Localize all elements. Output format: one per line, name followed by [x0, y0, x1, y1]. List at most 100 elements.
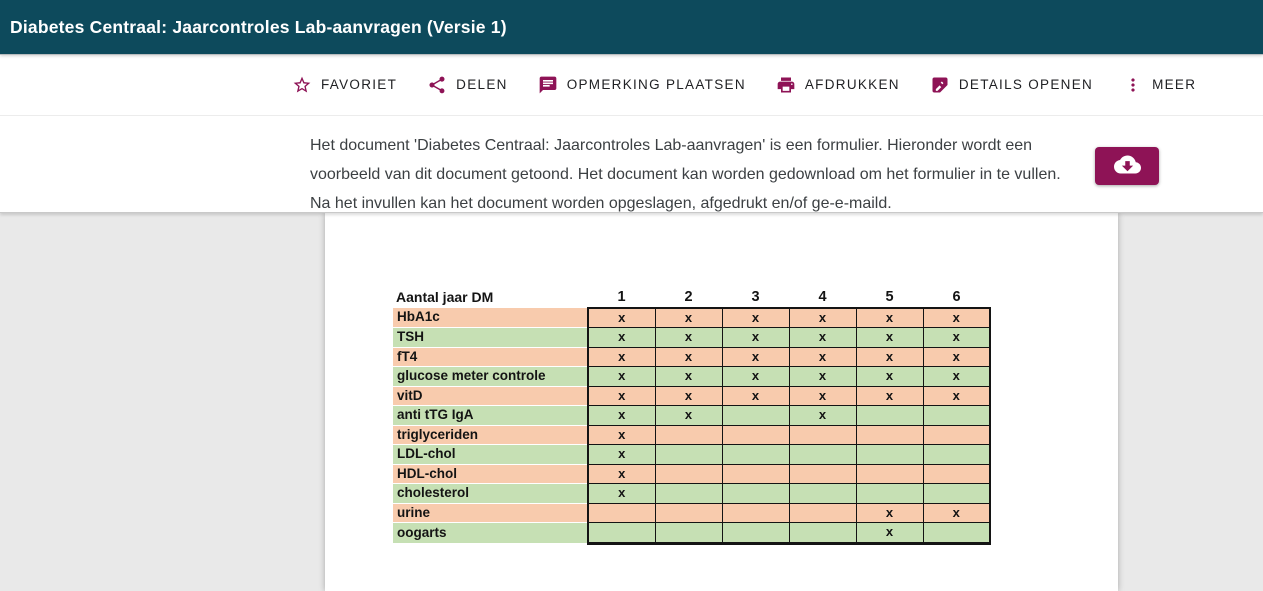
table-cell: x: [721, 306, 790, 328]
printer-icon: [776, 75, 796, 95]
table-cell: [788, 522, 857, 545]
table-cell: x: [654, 405, 723, 426]
table-cell: x: [855, 346, 924, 367]
toolbar-button-details-openen[interactable]: DETAILS OPENEN: [930, 75, 1093, 95]
table-cell: x: [721, 385, 790, 406]
table-cell: x: [587, 405, 656, 426]
toolbar-button-favoriet[interactable]: FAVORIET: [292, 75, 397, 95]
description-line: Het document 'Diabetes Centraal: Jaarcon…: [310, 137, 1033, 154]
toolbar-button-opmerking-plaatsen[interactable]: OPMERKING PLAATSEN: [538, 75, 746, 95]
toolbar-button-label: AFDRUKKEN: [804, 77, 900, 92]
toolbar-button-meer[interactable]: MEER: [1123, 75, 1196, 95]
table-cell: [654, 522, 723, 545]
table-row-label: triglyceriden: [393, 424, 588, 445]
share-icon: [427, 75, 447, 95]
table-cell: x: [654, 385, 723, 406]
table-row: triglyceriden x: [393, 424, 991, 445]
page-title: Diabetes Centraal: Jaarcontroles Lab-aan…: [10, 16, 507, 37]
table-cell: x: [855, 306, 924, 328]
toolbar-button-label: DETAILS OPENEN: [958, 77, 1094, 92]
table-row: urine x x: [393, 502, 991, 523]
table-row: oogarts x: [393, 522, 991, 545]
table-cell: x: [922, 327, 991, 348]
table-row-label: HbA1c: [393, 307, 588, 328]
toolbar-button-afdrukken[interactable]: AFDRUKKEN: [776, 75, 900, 95]
table-cell: [721, 463, 790, 484]
table-cell: x: [855, 366, 924, 387]
table-row: LDL-chol x: [393, 444, 991, 465]
star-icon: [292, 75, 312, 95]
table-row-label: HDL-chol: [393, 463, 588, 484]
toolbar-button-label: OPMERKING PLAATSEN: [566, 77, 746, 92]
table-cell: [654, 463, 723, 484]
year-column-header: 1: [617, 289, 626, 305]
table-cell: x: [788, 405, 857, 426]
table-cell: [922, 444, 991, 465]
table-cell: [855, 463, 924, 484]
table-cell: [587, 502, 656, 523]
table-cell: x: [788, 346, 857, 367]
more-vert-icon: [1123, 75, 1143, 95]
table-cell: [922, 483, 991, 504]
document-description: Het document 'Diabetes Centraal: Jaarcon…: [310, 132, 1080, 218]
title-bar: Diabetes Centraal: Jaarcontroles Lab-aan…: [0, 0, 1263, 54]
table-cell: [922, 424, 991, 445]
table-cell: [721, 483, 790, 504]
table-row-label: fT4: [393, 346, 588, 367]
year-column-header: 4: [818, 289, 827, 305]
table-cell: [721, 424, 790, 445]
table-cell: x: [788, 327, 857, 348]
table-cell: x: [721, 346, 790, 367]
table-cell: x: [587, 463, 656, 484]
table-header-label: Aantal jaar DM: [396, 289, 494, 306]
toolbar-button-label: MEER: [1152, 77, 1197, 92]
table-cell: [721, 502, 790, 523]
table-cell: x: [587, 444, 656, 465]
table-cell: x: [587, 306, 656, 328]
table-cell: [654, 502, 723, 523]
table-row-label: LDL-chol: [393, 444, 588, 465]
lab-schedule-table: Aantal jaar DM 1 2 3 4 5 6 HbA1c x x x x x x TS…: [393, 288, 991, 545]
table-cell: [855, 444, 924, 465]
table-cell: x: [855, 522, 924, 545]
year-column-header: 5: [885, 289, 894, 305]
table-cell: x: [654, 327, 723, 348]
table-row: anti tTG IgA x x x: [393, 405, 991, 426]
table-row-label: vitD: [393, 385, 588, 406]
table-row-label: urine: [393, 502, 588, 523]
year-column-header: 6: [952, 289, 961, 305]
table-cell: [788, 483, 857, 504]
table-cell: x: [654, 346, 723, 367]
table-row-label: oogarts: [393, 522, 588, 544]
table-cell: [788, 502, 857, 523]
table-cell: [721, 522, 790, 545]
download-button[interactable]: [1095, 147, 1159, 185]
details-icon: [930, 75, 950, 95]
toolbar-button-label: FAVORIET: [321, 77, 398, 92]
table-row: cholesterol x: [393, 483, 991, 504]
table-cell: x: [587, 366, 656, 387]
table-cell: x: [788, 366, 857, 387]
document-viewer[interactable]: Aantal jaar DM 1 2 3 4 5 6 HbA1c x x x x x x TS…: [0, 213, 1263, 591]
table-cell: [855, 483, 924, 504]
table-cell: [721, 405, 790, 426]
toolbar-button-delen[interactable]: DELEN: [427, 75, 508, 95]
table-cell: x: [721, 327, 790, 348]
table-cell: [922, 463, 991, 484]
table-cell: [855, 424, 924, 445]
year-column-header: 3: [751, 289, 760, 305]
table-row-label: anti tTG IgA: [393, 405, 588, 426]
table-cell: x: [922, 502, 991, 523]
table-row: HDL-chol x: [393, 463, 991, 484]
toolbar-button-label: DELEN: [456, 77, 508, 92]
table-cell: [922, 522, 991, 545]
table-row: vitD x x x x x x: [393, 385, 991, 406]
table-cell: x: [855, 502, 924, 523]
table-cell: x: [654, 366, 723, 387]
table-cell: x: [587, 385, 656, 406]
document-page: Aantal jaar DM 1 2 3 4 5 6 HbA1c x x x x x x TS…: [325, 213, 1118, 591]
info-strip: Het document 'Diabetes Centraal: Jaarcon…: [0, 116, 1263, 213]
table-cell: x: [922, 346, 991, 367]
comment-icon: [538, 75, 558, 95]
table-header-row: Aantal jaar DM 1 2 3 4 5 6: [393, 288, 990, 308]
